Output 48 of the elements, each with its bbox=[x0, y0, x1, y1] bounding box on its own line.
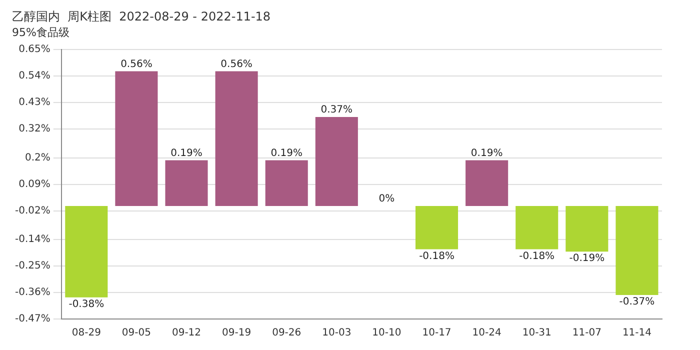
x-tick-label: 10-31 bbox=[522, 328, 552, 339]
bar bbox=[165, 160, 208, 206]
y-tick-label: 0.32% bbox=[18, 124, 50, 135]
data-label: 0.56% bbox=[120, 58, 152, 70]
y-tick-label: -0.36% bbox=[14, 287, 50, 298]
y-tick-label: 0.65% bbox=[18, 44, 50, 56]
data-label: 0.56% bbox=[220, 58, 252, 70]
data-label: -0.38% bbox=[68, 298, 104, 310]
bar bbox=[115, 71, 158, 206]
bar bbox=[566, 206, 608, 252]
x-tick-label: 09-12 bbox=[172, 328, 202, 339]
data-label: -0.37% bbox=[619, 296, 655, 308]
bar bbox=[466, 160, 508, 206]
data-label: -0.19% bbox=[569, 253, 605, 264]
data-label: 0.19% bbox=[170, 148, 202, 159]
bar bbox=[215, 71, 258, 206]
x-tick-label: 10-10 bbox=[372, 328, 402, 339]
y-tick-label: 0.09% bbox=[18, 178, 50, 190]
x-tick-label: 09-05 bbox=[122, 328, 151, 339]
x-tick-label: 11-14 bbox=[622, 328, 652, 339]
y-tick-label: -0.02% bbox=[14, 205, 50, 216]
bar bbox=[65, 206, 108, 298]
x-tick-label: 11-07 bbox=[572, 328, 602, 339]
data-label: -0.18% bbox=[419, 250, 454, 262]
data-label: 0.19% bbox=[270, 148, 302, 159]
x-tick-label: 09-19 bbox=[222, 328, 252, 339]
x-tick-label: 10-03 bbox=[322, 328, 352, 339]
bar bbox=[616, 206, 658, 295]
x-tick-label: 10-24 bbox=[472, 328, 502, 339]
chart-title: 乙醇国内 周K柱图 2022-08-29 - 2022-11-18 bbox=[12, 9, 271, 24]
y-tick-label: 0.43% bbox=[18, 97, 50, 108]
data-label: 0% bbox=[378, 194, 395, 205]
x-tick-label: 09-26 bbox=[272, 328, 302, 339]
x-tick-label: 08-29 bbox=[72, 328, 101, 339]
data-label: 0.19% bbox=[470, 148, 503, 159]
bar bbox=[415, 206, 458, 250]
bar bbox=[315, 116, 358, 206]
y-tick-label: -0.14% bbox=[14, 234, 50, 246]
x-tick-label: 10-17 bbox=[422, 328, 452, 339]
bar bbox=[265, 160, 308, 206]
y-tick-label: -0.25% bbox=[14, 260, 50, 272]
data-label: -0.18% bbox=[519, 250, 555, 262]
chart-subtitle: 95%食品级 bbox=[12, 26, 70, 39]
data-label: 0.37% bbox=[320, 104, 353, 116]
bar bbox=[516, 206, 558, 250]
y-tick-label: -0.47% bbox=[14, 314, 50, 325]
y-tick-label: 0.2% bbox=[24, 152, 50, 164]
y-tick-label: 0.54% bbox=[18, 70, 50, 82]
